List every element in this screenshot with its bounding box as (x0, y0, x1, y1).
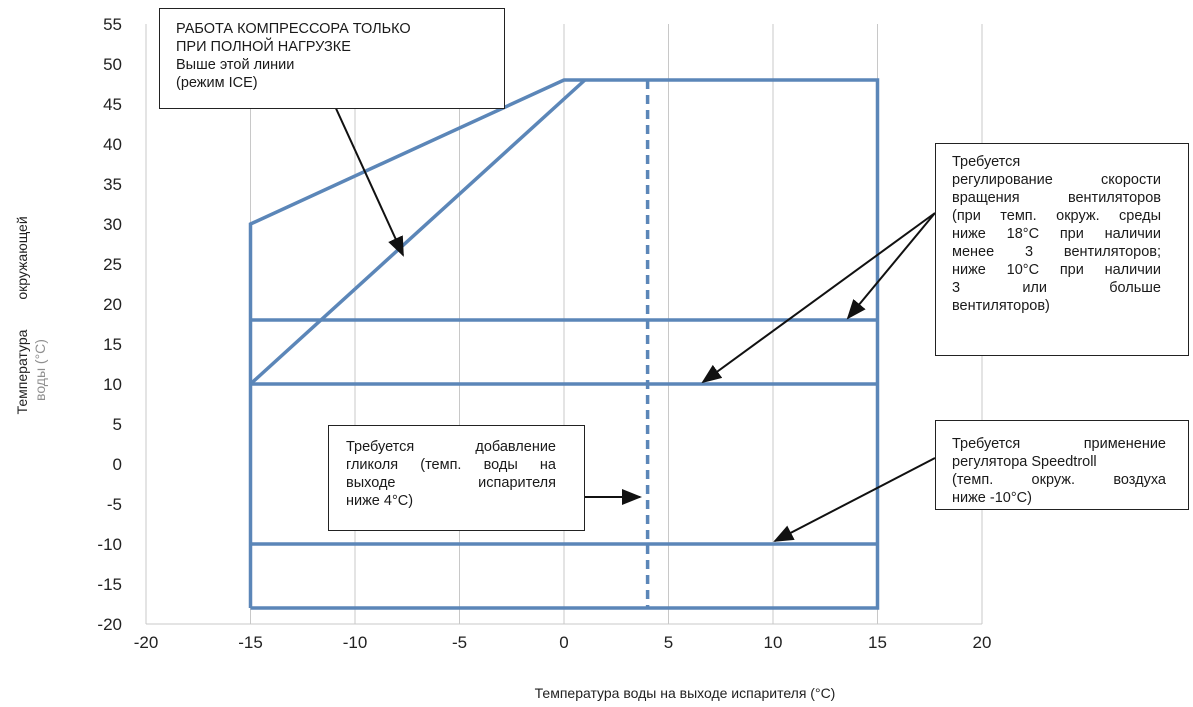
x-tick-label: 15 (868, 633, 887, 652)
y-tick-label: 25 (103, 255, 122, 274)
y-axis-title-line-1: окружающей (14, 216, 30, 299)
y-tick-label: 10 (103, 375, 122, 394)
annotation-glycol-line-4: ниже 4°C) (346, 493, 414, 509)
annotation-glycol-line-3: выходе испарителя (346, 475, 556, 491)
x-tick-label: -10 (343, 633, 368, 652)
x-tick-label: -5 (452, 633, 467, 652)
y-tick-label: -20 (97, 615, 122, 634)
y-axis-title-line-3: воды (°C) (32, 339, 48, 401)
annotation-fan-speed-line-5: ниже 18°C при наличии (952, 226, 1161, 242)
annotation-arrow-1 (846, 212, 936, 320)
annotation-fan-speed: Требуется регулирование скорости вращени… (935, 143, 1189, 356)
annotation-full-load-line-4: (режим ICE) (176, 75, 258, 91)
annotation-full-load: РАБОТА КОМПРЕССОРА ТОЛЬКО ПРИ ПОЛНОЙ НАГ… (159, 8, 505, 109)
y-axis-title-line-2: Температура (14, 329, 30, 414)
x-tick-label: -15 (238, 633, 263, 652)
y-tick-label: 55 (103, 15, 122, 34)
annotation-speedtroll-line-3: (темп. окруж. воздуха (952, 472, 1166, 488)
annotation-speedtroll-line-2: регулятора Speedtroll (952, 454, 1097, 470)
y-tick-label: -10 (97, 535, 122, 554)
annotation-speedtroll-line-1: Требуется применение (952, 436, 1166, 452)
y-tick-label: 20 (103, 295, 122, 314)
annotation-speedtroll: Требуется применение регулятора Speedtro… (935, 420, 1189, 510)
annotation-fan-speed-line-3: вращения вентиляторов (952, 190, 1161, 206)
x-tick-label: 5 (664, 633, 673, 652)
x-tick-labels: -20 -15 -10 -5 0 5 10 15 20 (134, 633, 992, 652)
grid-lines (145, 24, 983, 625)
annotation-arrows (322, 79, 936, 542)
annotation-fan-speed-line-2: регулирование скорости (952, 172, 1161, 188)
annotation-arrow-2 (701, 212, 936, 384)
y-tick-label: 15 (103, 335, 122, 354)
y-tick-label: -15 (97, 575, 122, 594)
annotation-fan-speed-line-6: менее 3 вентиляторов; (952, 244, 1161, 260)
annotation-full-load-line-1: РАБОТА КОМПРЕССОРА ТОЛЬКО (176, 21, 411, 37)
y-tick-label: 5 (113, 415, 122, 434)
annotation-speedtroll-line-4: ниже -10°C) (952, 490, 1032, 506)
x-tick-label: -20 (134, 633, 159, 652)
annotation-arrow-0 (322, 79, 404, 257)
y-tick-label: 50 (103, 55, 122, 74)
y-tick-label: 0 (113, 455, 122, 474)
y-tick-label: -5 (107, 495, 122, 514)
annotation-arrow-4 (773, 457, 936, 542)
x-tick-label: 0 (559, 633, 568, 652)
y-tick-label: 40 (103, 135, 122, 154)
x-axis-title: Температура воды на выходе испарителя (°… (535, 685, 836, 701)
series-line-0 (248, 78, 880, 610)
annotation-full-load-line-2: ПРИ ПОЛНОЙ НАГРУЗКЕ (176, 39, 351, 55)
annotation-fan-speed-line-1: Требуется (952, 154, 1021, 170)
annotation-fan-speed-line-8: 3 или больше (952, 280, 1161, 296)
x-tick-label: 20 (973, 633, 992, 652)
annotation-full-load-line-3: Выше этой линии (176, 57, 295, 73)
annotation-fan-speed-line-4: (при темп. окруж. среды (952, 208, 1161, 224)
annotation-fan-speed-line-7: ниже 10°C при наличии (952, 262, 1161, 278)
y-tick-label: 45 (103, 95, 122, 114)
y-tick-label: 30 (103, 215, 122, 234)
annotation-glycol-line-1: Требуется добавление (346, 439, 556, 455)
series-line-1 (249, 78, 587, 386)
x-tick-label: 10 (764, 633, 783, 652)
series-group (248, 78, 880, 610)
annotation-glycol: Требуется добавление гликоля (темп. воды… (328, 425, 585, 531)
annotation-fan-speed-line-9: вентиляторов) (952, 298, 1050, 314)
y-tick-label: 35 (103, 175, 122, 194)
annotation-glycol-line-2: гликоля (темп. воды на (346, 457, 556, 473)
